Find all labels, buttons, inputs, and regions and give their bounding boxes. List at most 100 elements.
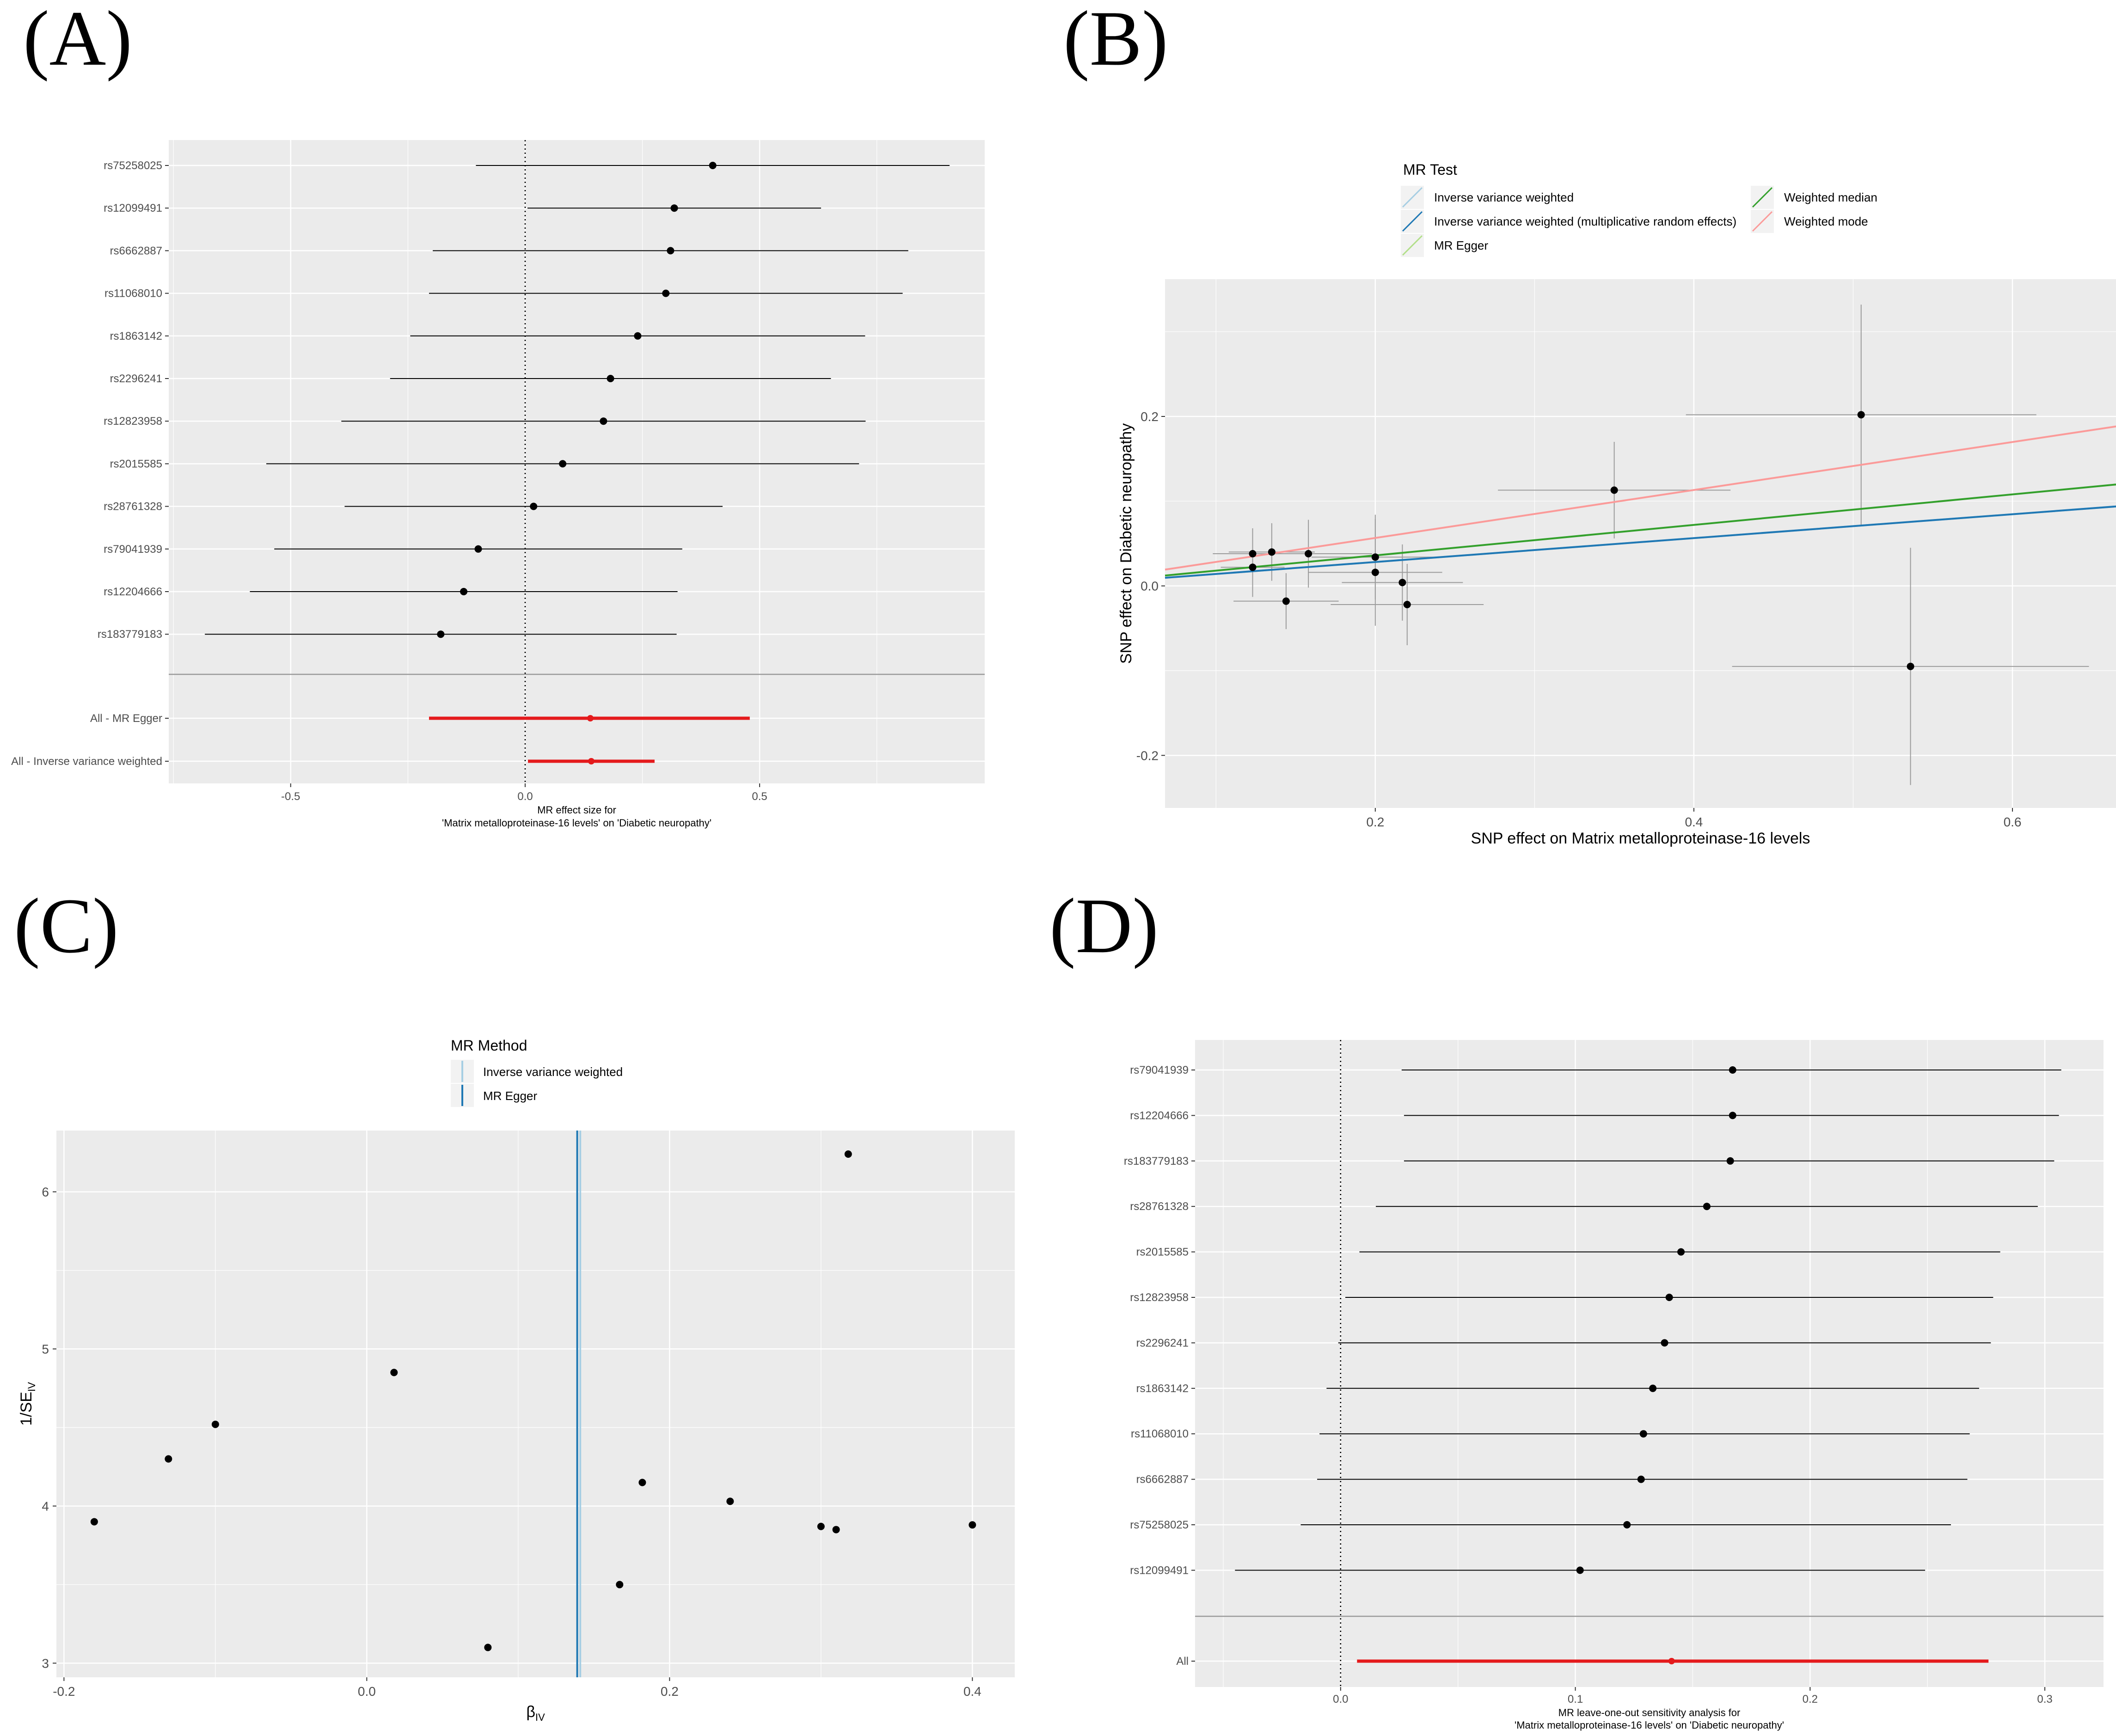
snp-point: [1729, 1066, 1736, 1074]
snp-point: [1726, 1157, 1734, 1165]
snp-point: [1305, 550, 1313, 557]
snp-point: [1398, 579, 1406, 587]
snp-point: [165, 1455, 172, 1463]
snp-point: [90, 1518, 98, 1526]
x-axis-title: SNP effect on Matrix metalloproteinase-1…: [1471, 830, 1810, 847]
x-tick-label: 0.0: [1333, 1693, 1348, 1705]
snp-point: [844, 1150, 852, 1158]
y-tick-label: rs11068010: [104, 287, 162, 300]
y-axis-title-sub: IV: [26, 1382, 37, 1392]
legend-label: MR Egger: [1434, 238, 1488, 252]
x-tick-label: -0.5: [281, 790, 300, 803]
snp-point: [1249, 550, 1257, 557]
y-tick-label: rs12823958: [1130, 1291, 1189, 1304]
regression-line: [1165, 483, 2116, 577]
x-tick-label: -0.2: [53, 1684, 75, 1699]
y-tick-label: rs11068010: [1131, 1428, 1189, 1440]
y-tick-label: rs1863142: [1136, 1382, 1189, 1395]
y-tick-label: 4: [42, 1499, 49, 1513]
snp-point: [1249, 563, 1257, 571]
forest-plot-panel-a: -0.5 0.0 0.5 rs75258025 rs12099491 rs6662887 r…: [11, 140, 985, 829]
x-axis-title-line1: MR effect size for: [537, 804, 616, 816]
plot-background: [169, 140, 985, 783]
snp-point: [726, 1498, 734, 1505]
snp-point: [474, 545, 482, 553]
snp-point: [1268, 548, 1276, 556]
y-tick-label: rs6662887: [110, 245, 162, 257]
y-tick-label: rs79041939: [104, 543, 162, 556]
legend-label: Inverse variance weighted: [483, 1065, 623, 1079]
snp-point: [1677, 1248, 1685, 1256]
snp-point: [1623, 1521, 1631, 1528]
y-tick-label: rs75258025: [104, 159, 162, 172]
y-tick-label: All - MR Egger: [90, 712, 162, 725]
summary-point: [1668, 1658, 1675, 1664]
y-tick-label: rs183779183: [1124, 1155, 1189, 1168]
snp-point: [1665, 1294, 1673, 1301]
legend-title: MR Method: [451, 1037, 527, 1054]
x-tick-label: 0.2: [661, 1684, 679, 1699]
snp-point: [460, 588, 468, 595]
snp-point: [969, 1521, 976, 1529]
y-tick-label: 0.0: [1141, 579, 1159, 593]
legend-key-line: [1752, 211, 1773, 232]
x-axis-title: βIV: [526, 1703, 545, 1723]
legend-label: Inverse variance weighted: [1434, 190, 1574, 204]
y-tick-label: rs12099491: [1130, 1564, 1189, 1577]
panel-label-a: (A): [23, 0, 132, 82]
x-tick-label: 0.0: [517, 790, 533, 803]
y-tick-label: rs2015585: [110, 458, 162, 470]
y-tick-label: rs28761328: [1130, 1200, 1189, 1213]
y-axis-title: SNP effect on Diabetic neuropathy: [1117, 423, 1135, 664]
snp-point: [530, 502, 538, 510]
scatter-plot-panel-b: 0.2 0.4 0.6 -0.2 0.0 0.2 SNP effect on Matrix …: [1117, 161, 2116, 847]
y-axis-title: 1/SEIV: [18, 1382, 37, 1426]
plot-background: [1195, 1040, 2104, 1687]
regression-line: [1165, 425, 2116, 571]
y-tick-label: rs2015585: [1136, 1246, 1189, 1259]
legend-key-line: [1402, 235, 1423, 256]
x-tick-label: 0.4: [1685, 815, 1703, 829]
snp-point: [1282, 597, 1290, 605]
y-tick-label: 5: [42, 1342, 49, 1357]
snp-point: [616, 1581, 624, 1589]
legend-label: Inverse variance weighted (multiplicativ…: [1434, 214, 1736, 228]
snp-point: [1649, 1384, 1657, 1392]
legend-key-line: [1752, 187, 1773, 208]
leave-one-out-plot-panel-d: 0.0 0.1 0.2 0.3 rs79041939 rs12204666 rs183779…: [1124, 1040, 2104, 1731]
snp-point: [211, 1420, 219, 1428]
snp-point: [1661, 1339, 1668, 1347]
snp-point: [1857, 411, 1865, 419]
y-tick-label: -0.2: [1136, 748, 1159, 763]
x-axis-title-line2: 'Matrix metalloproteinase-16 levels' on …: [442, 817, 711, 829]
snp-point: [1610, 486, 1618, 494]
snp-point: [1907, 662, 1914, 670]
panel-label-b: (B): [1063, 0, 1168, 82]
plot-background: [56, 1131, 1015, 1677]
x-axis-title-line1: MR leave-one-out sensitivity analysis fo…: [1558, 1707, 1741, 1718]
snp-point: [638, 1479, 646, 1486]
x-axis-title-sub: IV: [535, 1712, 545, 1723]
y-tick-label: rs12204666: [1130, 1109, 1189, 1122]
y-tick-label: rs79041939: [1130, 1064, 1189, 1076]
snp-point: [600, 417, 607, 425]
snp-point: [1703, 1203, 1711, 1210]
x-tick-label: 0.5: [752, 790, 767, 803]
y-tick-label: All - Inverse variance weighted: [11, 755, 162, 768]
legend-label: Weighted mode: [1784, 214, 1868, 228]
plot-background: [1165, 279, 2116, 808]
x-tick-label: 0.2: [1803, 1693, 1818, 1705]
snp-point: [667, 247, 675, 255]
legend-key-line: [1402, 211, 1423, 232]
snp-point: [1403, 601, 1411, 608]
x-tick-label: 0.1: [1568, 1693, 1583, 1705]
x-tick-label: 0.4: [963, 1684, 981, 1699]
y-tick-label: 3: [42, 1656, 49, 1670]
x-tick-label: 0.2: [1366, 815, 1384, 829]
snp-point: [1371, 568, 1379, 576]
x-axis-title-line2: 'Matrix metalloproteinase-16 levels' on …: [1515, 1719, 1784, 1731]
x-tick-label: 0.3: [2037, 1693, 2052, 1705]
y-tick-label: rs183779183: [98, 628, 162, 641]
